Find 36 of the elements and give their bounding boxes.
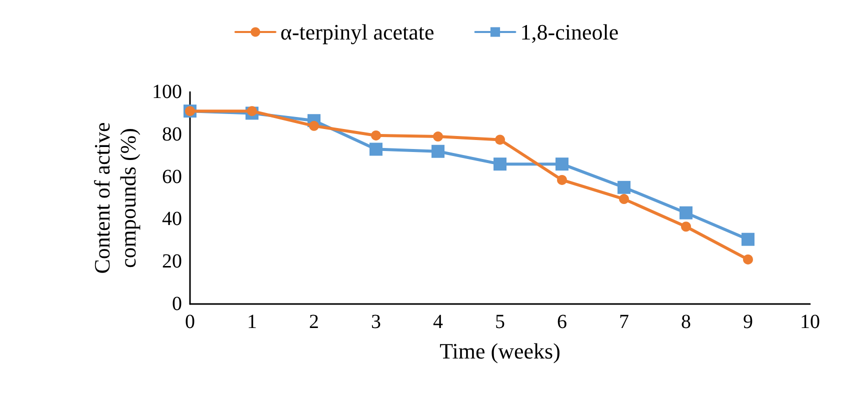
x-axis-title: Time (weeks) — [440, 338, 560, 364]
point — [557, 174, 567, 185]
x-tick-label: 5 — [495, 311, 505, 333]
y-tick-label: 0 — [172, 293, 182, 315]
y-axis-title: Content of active compounds (%) — [90, 122, 141, 274]
point — [371, 130, 381, 140]
y-tick-label: 40 — [162, 208, 182, 230]
point — [742, 232, 754, 246]
y-tick-label: 100 — [152, 81, 182, 103]
point — [681, 222, 691, 232]
x-tick-label: 7 — [619, 311, 629, 333]
x-tick-label: 1 — [247, 311, 257, 333]
point — [433, 132, 443, 142]
legend-label: α-terpinyl acetate — [280, 20, 434, 44]
point — [432, 144, 444, 158]
point — [556, 158, 568, 171]
y-tick-label: 60 — [162, 166, 182, 188]
x-tick-label: 6 — [557, 311, 567, 333]
point — [494, 158, 506, 171]
point — [370, 142, 382, 156]
x-tick-label: 2 — [309, 311, 319, 333]
point — [247, 106, 257, 116]
point — [619, 194, 629, 204]
point — [743, 254, 753, 264]
x-tick-label: 9 — [743, 311, 753, 333]
x-tick-label: 8 — [681, 311, 691, 333]
y-tick-label: 20 — [162, 250, 182, 273]
x-tick-label: 3 — [371, 311, 381, 333]
x-tick-label: 4 — [433, 311, 443, 333]
x-tick-label: 10 — [800, 311, 820, 333]
point — [495, 134, 505, 145]
y-tick-label: 80 — [162, 123, 182, 146]
point — [309, 120, 319, 131]
point — [680, 206, 692, 220]
legend-label: 1,8-cineole — [520, 20, 619, 44]
point — [618, 180, 630, 194]
